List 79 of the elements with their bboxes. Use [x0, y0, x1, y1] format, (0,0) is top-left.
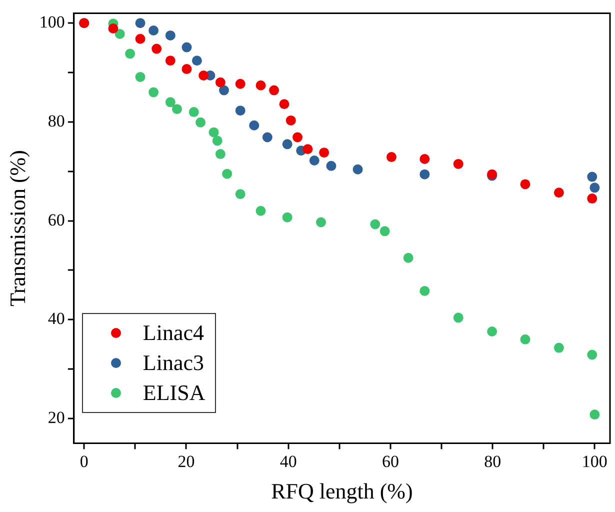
point	[135, 34, 146, 44]
point	[309, 155, 320, 166]
x-tick-label: 80	[484, 452, 502, 471]
point	[235, 78, 246, 89]
y-tick-label: 100	[39, 12, 65, 32]
point	[198, 70, 209, 80]
point	[554, 342, 564, 353]
point	[152, 44, 162, 54]
x-tick-label: 0	[80, 452, 88, 471]
point	[148, 26, 159, 36]
point	[316, 217, 326, 228]
point	[420, 154, 430, 164]
y-tick-label: 20	[48, 408, 65, 427]
point	[182, 64, 192, 74]
point	[215, 77, 226, 88]
point	[135, 18, 146, 28]
point	[222, 168, 232, 179]
point	[590, 410, 600, 420]
point	[249, 120, 260, 130]
point	[590, 182, 600, 193]
point	[403, 252, 414, 263]
point	[326, 160, 336, 171]
point	[282, 139, 292, 150]
point	[256, 80, 266, 90]
point	[380, 226, 390, 236]
point	[208, 127, 219, 138]
point	[114, 28, 125, 39]
point	[587, 194, 598, 204]
point	[352, 164, 363, 174]
point	[219, 85, 230, 96]
point	[172, 104, 182, 114]
legend-label: Linac4	[142, 319, 204, 348]
point	[370, 219, 380, 230]
point	[420, 169, 430, 180]
point	[520, 179, 530, 190]
point	[182, 42, 192, 52]
x-axis-title: RFQ length (%)	[271, 478, 413, 504]
point	[286, 115, 296, 126]
x-tick-label: 100	[582, 452, 608, 471]
point	[165, 30, 176, 40]
x-tick-label: 60	[382, 452, 399, 471]
y-axis-title: Transmission (%)	[4, 150, 30, 306]
point	[125, 48, 136, 59]
point	[256, 206, 266, 216]
point	[188, 107, 199, 118]
point	[386, 152, 396, 162]
point	[165, 97, 176, 108]
point	[420, 286, 430, 296]
point	[148, 87, 159, 98]
point	[319, 148, 330, 158]
point	[212, 136, 222, 146]
y-tick-label: 40	[48, 309, 65, 328]
y-tick-label: 80	[48, 111, 65, 130]
x-tick-label: 40	[280, 452, 297, 471]
y-tick-label: 60	[48, 210, 65, 230]
legend-label: ELISA	[142, 379, 206, 408]
point	[235, 189, 246, 200]
point	[453, 312, 464, 323]
point	[587, 350, 598, 360]
x-tick-label: 20	[178, 452, 195, 471]
point	[192, 56, 202, 66]
point	[554, 188, 564, 198]
legend-label: Linac3	[142, 349, 204, 378]
point	[279, 99, 290, 110]
point	[215, 149, 226, 160]
point	[269, 85, 280, 96]
point	[487, 326, 498, 336]
point	[196, 117, 206, 128]
point	[292, 132, 303, 142]
point	[108, 24, 118, 34]
point	[587, 172, 598, 182]
point	[453, 158, 464, 169]
point	[135, 72, 146, 82]
point	[262, 132, 272, 142]
point	[165, 56, 176, 66]
point	[302, 144, 313, 154]
point	[235, 106, 246, 116]
point	[520, 334, 530, 344]
point	[282, 212, 292, 222]
